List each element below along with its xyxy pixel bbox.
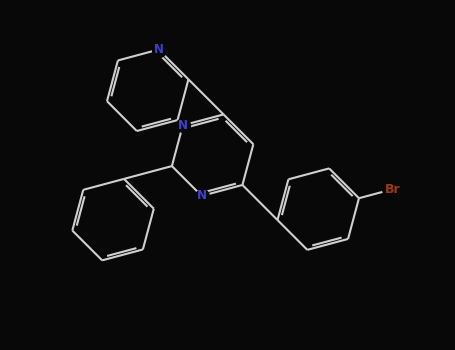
Text: Br: Br [384,183,400,196]
Text: N: N [154,43,164,56]
Text: N: N [197,189,207,202]
Text: N: N [178,119,188,132]
